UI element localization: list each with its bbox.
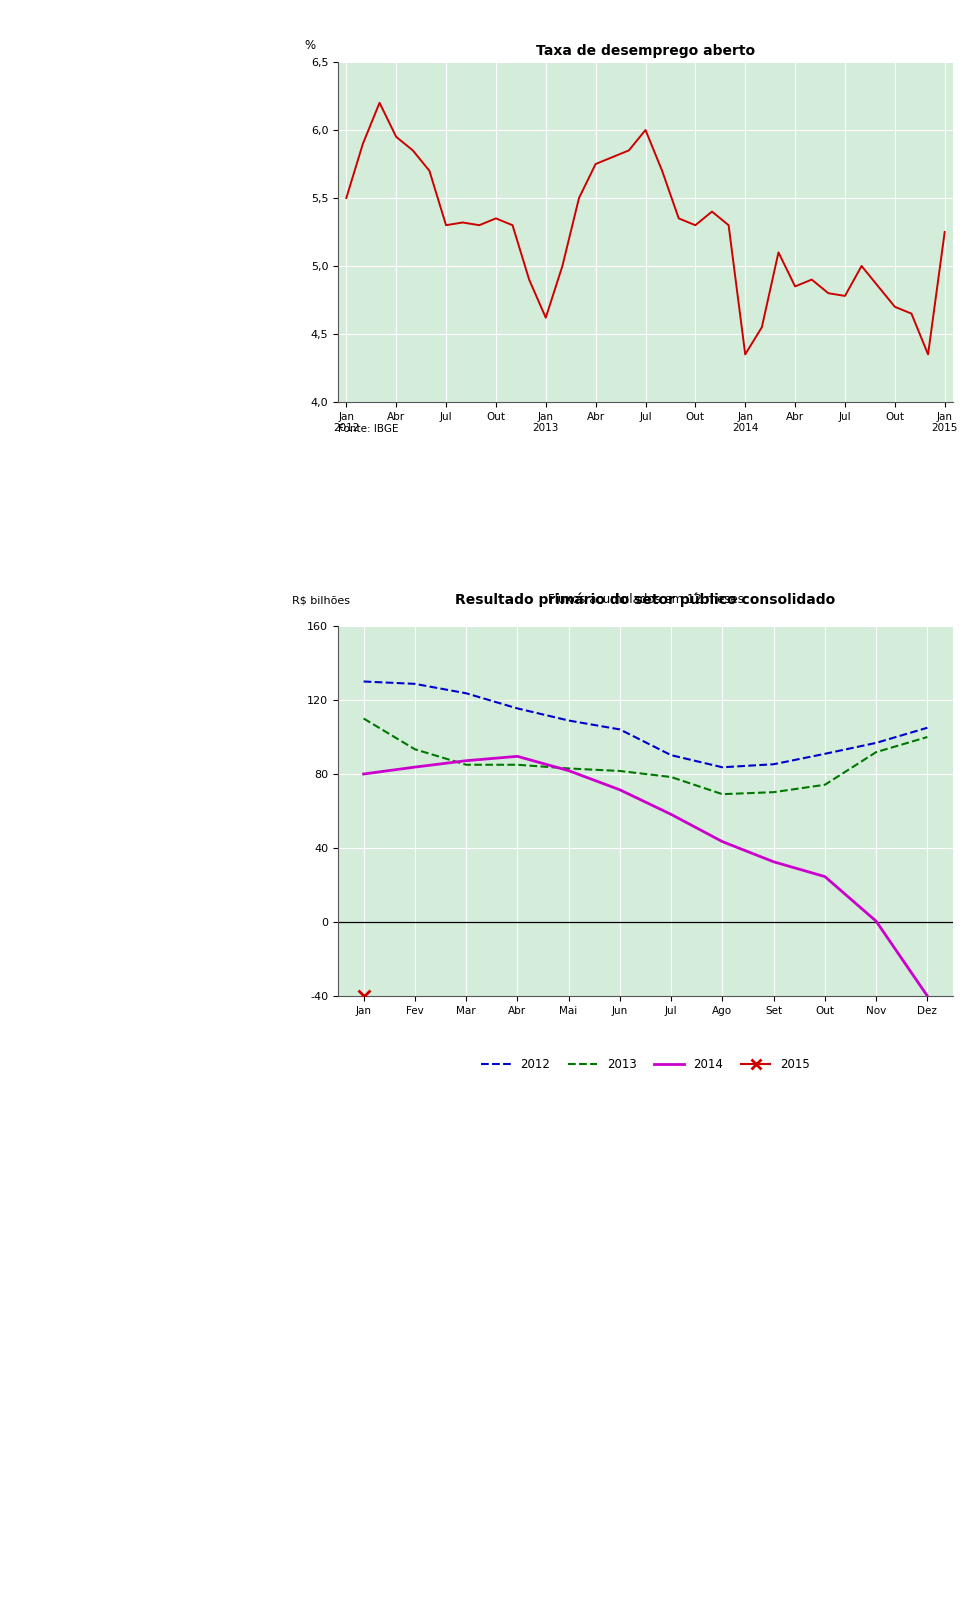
- Title: Taxa de desemprego aberto: Taxa de desemprego aberto: [536, 44, 756, 58]
- Legend: 2012, 2013, 2014, 2015: 2012, 2013, 2014, 2015: [477, 1054, 814, 1077]
- Text: Fonte: IBGE: Fonte: IBGE: [338, 424, 398, 434]
- Text: %: %: [304, 39, 315, 52]
- Text: R$ bilhões: R$ bilhões: [292, 596, 349, 606]
- Title: Resultado primário do setor público consolidado: Resultado primário do setor público cons…: [455, 592, 835, 606]
- Text: Fluxos acumulados em 12 meses: Fluxos acumulados em 12 meses: [547, 593, 743, 606]
